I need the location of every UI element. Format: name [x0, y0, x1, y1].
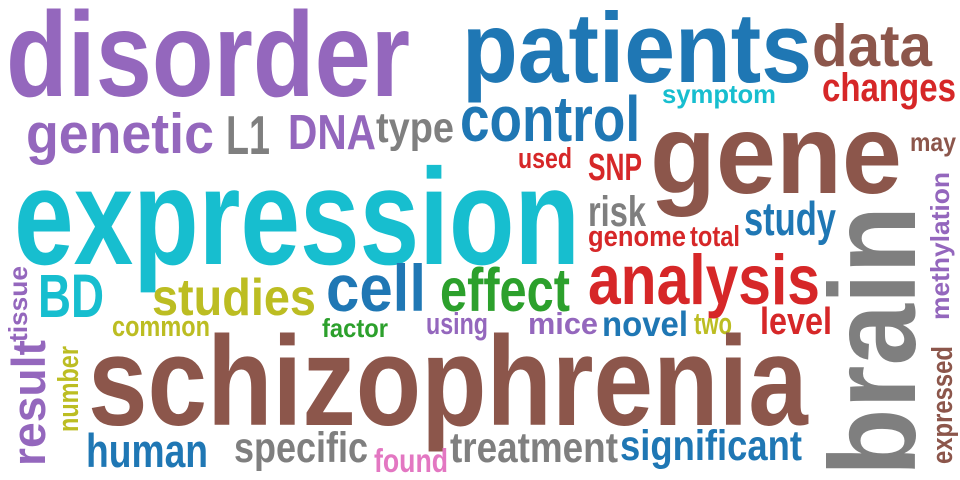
word-risk: risk [588, 189, 646, 237]
word-disorder: disorder [6, 0, 411, 123]
word-analysis: analysis [588, 240, 820, 320]
word-may: may [910, 126, 956, 157]
word-symptom: symptom [662, 78, 776, 109]
word-dna: DNA [288, 103, 377, 160]
word-gene: gene [650, 90, 902, 218]
word-specific: specific [234, 425, 368, 473]
word-tissue: tissue [2, 266, 33, 342]
word-factor: factor [322, 312, 388, 343]
word-treatment: treatment [450, 425, 618, 473]
word-significant: significant [620, 423, 803, 471]
word-study: study [744, 192, 837, 246]
word-two: two [694, 306, 732, 342]
word-level: level [760, 299, 832, 342]
word-used: used [518, 143, 572, 176]
word-found: found [374, 443, 449, 480]
word-genetic: genetic [26, 102, 214, 166]
word-l1: L1 [226, 105, 271, 167]
word-snp: SNP [588, 145, 643, 188]
word-bd: BD [38, 262, 105, 332]
word-total: total [690, 221, 740, 254]
word-control: control [460, 83, 641, 156]
word-genome: genome [588, 221, 687, 254]
word-studies: studies [152, 269, 316, 328]
word-mice: mice [528, 306, 598, 342]
word-schizophrenia: schizophrenia [88, 310, 808, 453]
word-type: type [376, 105, 454, 153]
word-using: using [426, 306, 489, 342]
word-patients: patients [462, 0, 812, 105]
word-novel: novel [602, 303, 688, 344]
word-common: common [112, 311, 210, 344]
word-effect: effect [440, 256, 570, 326]
word-human: human [86, 424, 209, 478]
word-cell: cell [326, 252, 426, 327]
word-changes: changes [822, 65, 956, 111]
word-result: result [2, 340, 56, 466]
word-number: number [53, 346, 86, 432]
word-expression: expression [14, 140, 580, 294]
word-expressed: expressed [927, 346, 960, 464]
word-data: data [812, 12, 932, 79]
